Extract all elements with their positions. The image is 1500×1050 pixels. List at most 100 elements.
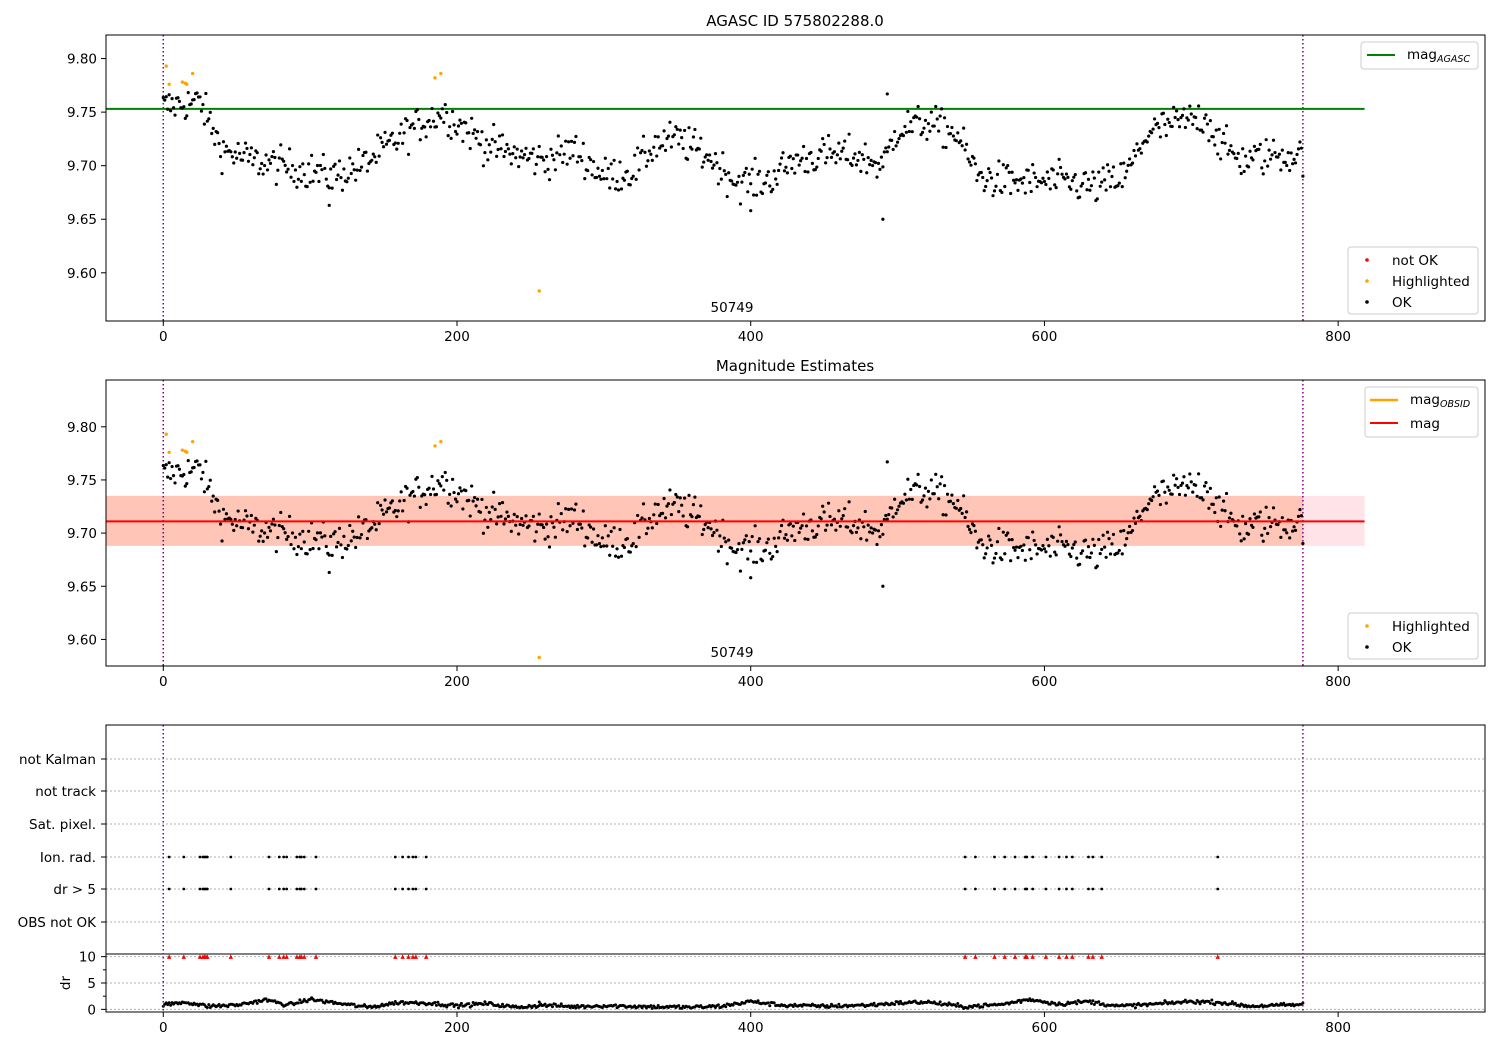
ok-point [799,526,803,530]
ok-point [574,134,578,139]
ok-point [837,141,841,145]
dr-point [1075,1002,1079,1006]
ok-point [853,152,857,156]
ok-point [829,523,834,527]
ok-point [299,179,303,183]
ok-point [663,148,668,152]
ok-point [608,553,612,557]
ok-point [273,155,277,160]
ok-point [211,494,215,498]
ok-point [224,512,229,516]
ok-point [866,155,870,160]
ok-point [500,500,505,505]
flag-point [1057,887,1061,891]
ok-point [897,136,901,141]
ok-point [895,508,900,512]
ok-point [637,535,641,539]
ok-point [1220,140,1224,145]
ok-point [223,517,227,521]
ok-point [895,140,900,144]
ok-point [859,537,863,541]
dr-capped-marker [277,954,282,959]
ok-point [173,481,177,485]
ok-point [793,538,797,543]
ok-point [273,523,277,527]
ok-point [891,515,895,519]
ok-point [1009,191,1013,196]
ok-point [473,128,477,132]
ok-point [681,514,685,518]
highlighted-point [180,448,185,452]
ok-point [442,488,446,492]
ok-point [359,532,364,537]
flag-point [299,855,303,859]
ok-point [738,569,743,573]
ok-point [348,156,352,160]
ok-point [1288,536,1292,540]
panel-mag-title: Magnitude Estimates [716,357,874,375]
dr-axis-label: dr [58,975,74,990]
ok-point [514,156,518,160]
ok-point [1285,163,1289,168]
x-tick-label: 400 [738,674,764,690]
ok-point [471,131,475,136]
dr-point [481,1003,485,1007]
dr-point [433,1000,437,1004]
ok-point [622,178,627,182]
ok-point [1100,180,1104,184]
ok-point [572,508,577,512]
dr-point [680,1006,684,1010]
ok-point [1238,532,1242,536]
ok-point [575,160,580,164]
ok-point [230,155,234,159]
dr-point [1088,999,1092,1003]
ok-point [826,501,831,505]
ok-point [942,116,947,120]
ok-point [427,486,431,490]
ok-point [1191,490,1195,494]
ok-point [575,527,580,532]
ok-point [1189,112,1193,116]
ok-point [1067,552,1071,556]
dr-point [756,999,760,1003]
flag-point [229,855,233,859]
ok-point [1072,542,1076,547]
ok-point [967,160,972,164]
ok-point [289,542,293,547]
dr-point [897,1002,901,1006]
ok-point [1157,126,1161,130]
ok-point [1264,505,1268,509]
ok-point [788,522,792,526]
ok-point [580,526,584,530]
ok-point [618,160,622,164]
flag-point [1216,887,1220,891]
ok-point [856,526,860,530]
ok-point [994,184,998,188]
ok-point [533,172,537,176]
ok-point [1194,483,1198,487]
ok-point [1252,512,1257,516]
ok-point [942,483,947,488]
dr-point [1064,1002,1068,1006]
ok-point [499,147,503,151]
ok-point [537,512,541,516]
ok-point [199,109,204,113]
ok-point [1098,184,1102,188]
ok-point [835,153,839,157]
ok-point [744,166,748,170]
ok-point [1089,184,1094,188]
flag-point [414,855,418,859]
ok-point [606,166,610,171]
ok-point [1000,557,1004,562]
ok-point [436,479,440,483]
ok-point [973,162,978,166]
ok-point [655,154,659,158]
ok-point [652,145,656,149]
y-tick-label: 9.75 [67,105,97,121]
ok-point [430,474,434,478]
dr-point [401,999,405,1003]
ok-point [549,515,553,519]
ok-point [665,136,669,141]
dr-point [893,1003,897,1007]
ok-point [1276,523,1280,527]
